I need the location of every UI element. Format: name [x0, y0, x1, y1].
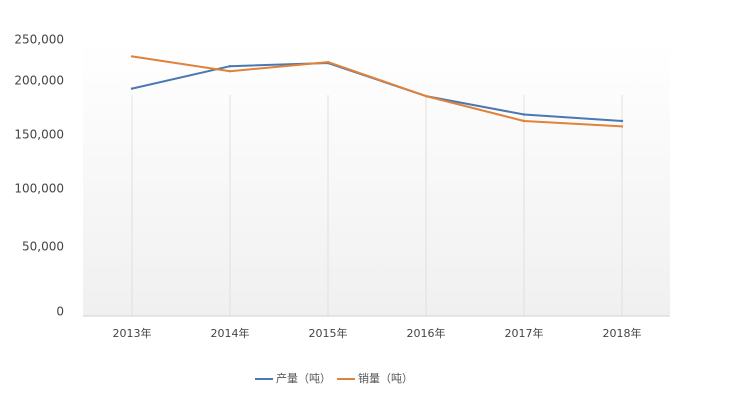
data-point: [130, 87, 134, 90]
y-tick-label: 200,000: [14, 74, 64, 88]
x-tick-label: 2013年: [113, 326, 152, 340]
x-tick-label: 2017年: [505, 326, 544, 340]
y-tick-label: 250,000: [14, 33, 64, 47]
series-line-1: [131, 55, 623, 128]
data-point: [228, 65, 232, 68]
x-tick-label: 2014年: [211, 326, 250, 340]
legend-label-1: 销量（吨）: [358, 371, 413, 385]
series-lines: [130, 55, 624, 128]
data-point: [424, 94, 428, 98]
data-point: [228, 70, 232, 73]
legend-label-0: 产量（吨）: [276, 371, 331, 385]
data-point: [130, 55, 134, 58]
data-point: [522, 113, 526, 116]
y-tick-label: 0: [56, 305, 64, 319]
data-point: [620, 125, 624, 128]
gridlines: [83, 95, 670, 317]
x-tick-label: 2018年: [603, 326, 642, 340]
y-axis: 250,000 200,000 150,000 100,000 50,000 0: [14, 33, 64, 319]
data-point: [326, 60, 330, 64]
y-tick-label: 150,000: [14, 128, 64, 142]
legend: 产量（吨） 销量（吨）: [255, 371, 413, 385]
plot-background: [83, 40, 670, 316]
x-tick-label: 2015年: [309, 326, 348, 340]
x-tick-label: 2016年: [407, 326, 446, 340]
data-point: [620, 119, 624, 123]
x-axis: 2013年 2014年 2015年 2016年 2017年 2018年: [113, 326, 642, 340]
data-point: [522, 119, 526, 123]
y-tick-label: 50,000: [22, 240, 64, 254]
y-tick-label: 100,000: [14, 182, 64, 196]
